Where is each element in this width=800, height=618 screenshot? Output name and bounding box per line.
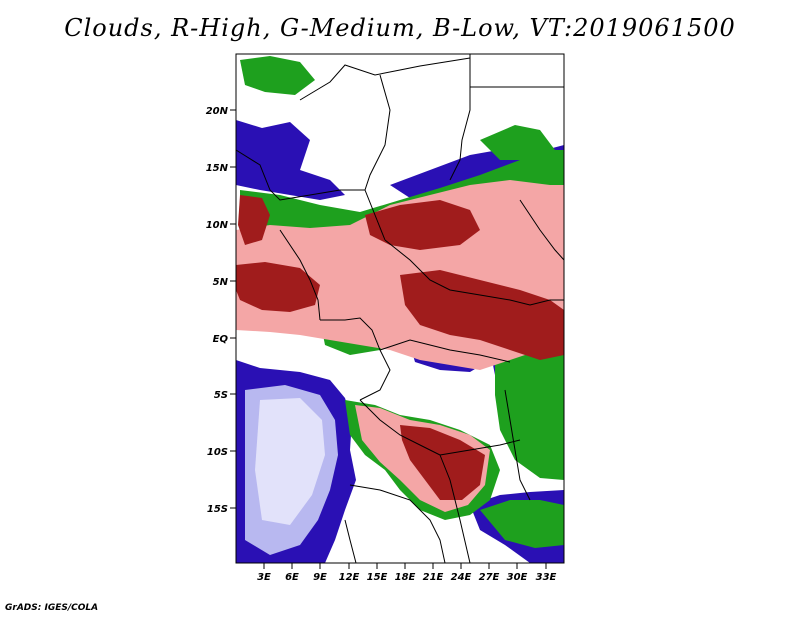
low-cloud-southwest-pale	[255, 398, 325, 525]
lat-tick-label: 10N	[206, 220, 229, 231]
medium-cloud-northwest	[240, 56, 315, 95]
border-line	[439, 439, 521, 456]
medium-cloud-east	[495, 345, 564, 480]
lat-tick-label: 5N	[213, 277, 229, 288]
map-title: Clouds, R-High, G-Medium, B-Low, VT:2019…	[64, 14, 736, 42]
medium-cloud-southeast	[480, 500, 564, 548]
lon-tick-label: 21E	[423, 572, 444, 583]
lat-tick-label: 10S	[207, 447, 228, 458]
lon-tick-label: 27E	[479, 572, 500, 583]
border-line	[379, 339, 511, 363]
lon-tick-label: 3E	[257, 572, 271, 583]
lon-tick-label: 33E	[536, 572, 557, 583]
lon-tick-label: 6E	[285, 572, 299, 583]
border-line	[279, 229, 321, 321]
lon-tick-label: 12E	[339, 572, 360, 583]
border-line	[359, 399, 441, 456]
high-cloud-dark-north	[365, 200, 480, 250]
lon-tick-label: 24E	[451, 572, 472, 583]
plot-frame	[235, 53, 565, 564]
lat-tick-label: 5S	[214, 390, 228, 401]
lon-tick-label: 18E	[395, 572, 416, 583]
border-line	[449, 54, 471, 181]
border-line	[349, 484, 446, 564]
lat-tick-label: 20N	[206, 106, 229, 117]
lat-tick-label: 15N	[206, 163, 229, 174]
border-line	[364, 74, 391, 241]
lon-tick-label: 30E	[507, 572, 528, 583]
high-cloud-dark-central	[400, 270, 564, 360]
border-line	[439, 454, 471, 564]
longitude-axis: 3E 6E 9E 12E 15E 18E 21E 24E 27E 30E 33E	[257, 563, 557, 583]
border-line	[299, 57, 471, 101]
border-line	[344, 519, 357, 564]
medium-cloud-northeast	[480, 125, 555, 160]
latitude-axis: 20N 15N 10N 5N EQ 5S 10S 15S	[206, 106, 236, 515]
high-cloud-dark-northwest	[238, 195, 270, 245]
credit-label: GrADS: IGES/COLA	[5, 603, 99, 613]
border-line	[519, 199, 565, 261]
cloud-layers	[236, 56, 564, 563]
lon-tick-label: 9E	[313, 572, 327, 583]
border-line	[235, 149, 365, 201]
lon-tick-label: 15E	[367, 572, 388, 583]
lat-tick-label: 15S	[207, 504, 228, 515]
border-line	[384, 239, 564, 306]
high-cloud-dark-west	[236, 262, 320, 312]
border-line	[504, 389, 531, 501]
border-line	[320, 317, 391, 401]
country-borders	[235, 54, 565, 564]
lat-tick-label: EQ	[213, 334, 229, 345]
low-cloud-northwest	[236, 120, 345, 200]
